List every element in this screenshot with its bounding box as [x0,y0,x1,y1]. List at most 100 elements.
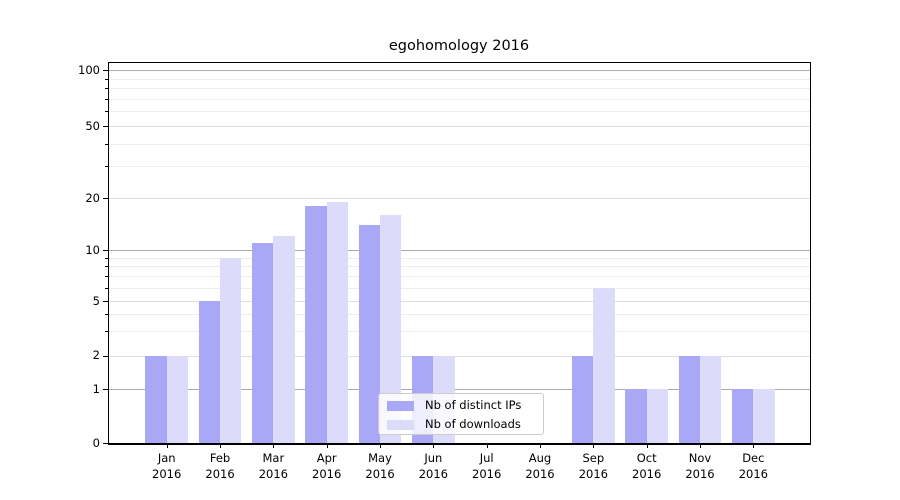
gridline-minor [109,257,810,259]
y-tick-label: 0 [92,435,100,450]
x-tick-label: Jan 2016 [140,451,194,482]
x-tick-year: 2016 [312,466,342,481]
gridline-minor [109,331,810,333]
x-tick-month: Jun [424,451,443,465]
x-tick-mark [486,443,488,449]
bar [593,287,615,444]
x-tick-mark [433,443,435,449]
legend-swatch [387,420,414,430]
y-tick-label: 50 [85,118,100,133]
x-tick-mark [700,443,701,449]
y-minor-tick-mark [105,331,108,333]
legend-label: Nb of downloads [425,417,521,431]
legend-entry: Nb of distinct IPs [379,396,543,416]
x-tick-month: Jul [479,451,494,465]
y-minor-tick-mark [105,276,108,278]
x-tick-month: Feb [209,451,231,465]
x-tick-month: Oct [636,451,657,465]
gridline-major [109,355,810,357]
bar [305,205,327,444]
gridline-minor [109,266,810,268]
x-tick-month: Apr [316,451,337,465]
x-tick-mark [220,443,222,449]
y-minor-tick-mark [105,143,108,145]
x-tick-year: 2016 [632,466,662,481]
x-tick-year: 2016 [365,466,395,481]
gridline-minor [109,111,810,113]
x-tick-year: 2016 [418,466,448,481]
bar [145,355,167,444]
x-tick-mark [273,443,275,449]
x-tick-year: 2016 [738,466,768,481]
top-spine [108,62,811,64]
x-tick-month: Nov [688,451,712,465]
x-tick-month: Mar [262,451,285,465]
x-tick-month: May [368,451,392,465]
y-minor-tick-mark [105,78,108,80]
y-tick-label: 100 [78,62,100,77]
x-tick-label: Sep 2016 [566,451,620,482]
y-tick-label: 1 [92,381,100,396]
y-tick-mark [103,250,108,251]
x-tick-month: Aug [528,451,552,465]
y-minor-tick-mark [105,257,108,259]
bar [358,224,381,444]
y-tick-label: 5 [92,293,100,308]
y-minor-tick-mark [105,287,108,289]
x-tick-label: Apr 2016 [300,451,354,482]
bar [625,389,647,444]
bar [380,214,402,444]
gridline-minor [109,166,810,168]
y-minor-tick-mark [105,98,108,100]
y-axis-line [108,62,110,445]
gridline-minor [109,276,810,278]
x-tick-label: Nov 2016 [673,451,727,482]
y-tick-mark [103,389,108,390]
gridline-major [109,70,810,71]
x-tick-mark [646,443,648,449]
x-tick-year: 2016 [152,466,182,481]
x-tick-label: Dec 2016 [726,451,780,482]
y-minor-tick-mark [105,111,108,113]
y-tick-mark [103,198,108,199]
gridline-minor [109,287,810,289]
y-tick-label: 20 [85,190,100,205]
y-tick-mark [103,443,108,445]
x-tick-year: 2016 [205,466,235,481]
bar [700,355,722,444]
right-spine [810,62,812,445]
y-tick-label: 2 [92,348,100,363]
x-tick-month: Jan [157,451,176,465]
x-tick-month: Sep [582,451,605,465]
x-tick-label: Jul 2016 [460,451,514,482]
y-minor-tick-mark [105,266,108,268]
bar [646,389,668,444]
y-tick-mark [103,70,108,71]
x-tick-label: Feb 2016 [193,451,247,482]
x-tick-label: Jun 2016 [406,451,460,482]
gridline-minor [109,88,810,90]
gridline-minor [109,98,810,100]
x-tick-label: Oct 2016 [620,451,674,482]
x-tick-year: 2016 [685,466,715,481]
gridline-major [109,301,810,302]
x-tick-mark [326,443,328,449]
x-tick-mark [540,443,541,449]
x-tick-mark [593,443,595,449]
legend-swatch [387,401,414,411]
bar [166,355,188,444]
x-tick-label: Mar 2016 [246,451,300,482]
y-minor-tick-mark [105,314,108,316]
x-tick-year: 2016 [472,466,502,481]
gridline-major [109,126,810,127]
gridline-minor [109,78,810,80]
bar [326,201,348,444]
y-minor-tick-mark [105,166,108,168]
gridline-major [109,389,810,390]
x-tick-label: May 2016 [353,451,407,482]
gridline-minor [109,314,810,316]
bar [198,301,221,444]
gridline-minor [109,143,810,145]
bar [732,389,754,444]
